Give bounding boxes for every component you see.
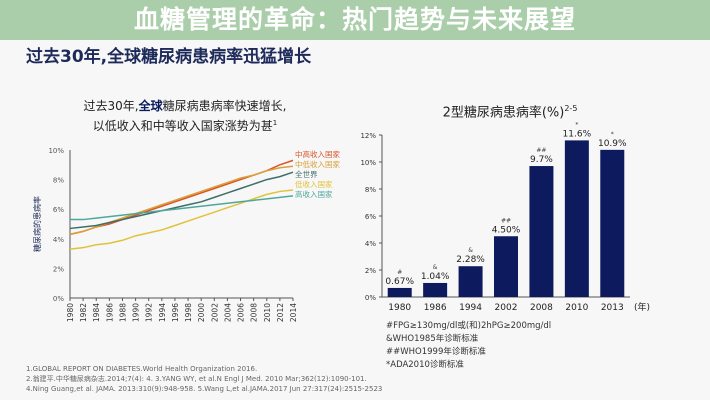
- y-tick-label: 4%: [53, 236, 64, 244]
- x-tick-label: 1998: [184, 303, 193, 322]
- legend-entry: 高收入国家: [295, 189, 333, 199]
- bar-mark: *: [611, 131, 614, 138]
- bar-x-tick-label: 2010: [565, 303, 588, 313]
- bar-data-label: 9.7%: [530, 155, 553, 165]
- banner-text: 血糖管理的革命：热门趋势与未来展望: [133, 5, 576, 34]
- bar-y-tick-label: 4%: [365, 240, 376, 248]
- bar: [494, 236, 518, 297]
- bar-data-label: 4.50%: [492, 225, 521, 235]
- y-tick-label: 6%: [53, 206, 64, 214]
- x-unit-label: (年): [634, 301, 650, 313]
- x-tick-label: 1990: [132, 303, 141, 322]
- bar: [600, 149, 625, 297]
- note: &WHO1985年诊断标准: [386, 334, 479, 344]
- reference: 4.Ning Guang,et al. JAMA. 2013:310(9):94…: [26, 385, 383, 393]
- bar-y-tick-label: 10%: [360, 159, 376, 167]
- x-tick-label: 2010: [263, 303, 272, 322]
- x-tick-label: 1982: [79, 303, 88, 322]
- x-tick-label: 1988: [118, 303, 127, 322]
- legend-entry: 中低收入国家: [295, 159, 340, 169]
- x-tick-label: 1996: [171, 303, 180, 322]
- bar-data-label: 0.67%: [385, 277, 414, 287]
- line-chart-title-sup: 1: [272, 119, 278, 127]
- bar-x-tick-label: 2013: [601, 303, 624, 313]
- x-tick-label: 1992: [145, 303, 154, 322]
- bar-mark: ##: [501, 217, 511, 224]
- line-chart-title: 过去30年,全球糖尿病患病率快速增长, 以低收入和中等收入国家涨势为甚1: [60, 98, 310, 135]
- bar-data-label: 1.04%: [421, 272, 450, 282]
- x-tick-label: 1994: [158, 303, 167, 322]
- x-tick-label: 2002: [210, 303, 219, 322]
- legend-entry: 全世界: [295, 169, 318, 179]
- x-tick-label: 2014: [289, 303, 298, 322]
- bar-mark: &: [468, 247, 473, 254]
- bar-mark: #: [397, 269, 402, 276]
- line-chart-title-part: 糖尿病患病率快速增长,: [162, 99, 287, 113]
- line-chart-title-part: 过去30年,: [83, 99, 139, 113]
- reference: 1.GLOBAL REPORT ON DIABETES.World Health…: [26, 365, 258, 373]
- references: 1.GLOBAL REPORT ON DIABETES.World Health…: [26, 364, 382, 394]
- bar-x-tick-label: 2008: [530, 303, 553, 313]
- bar-y-tick-label: 2%: [365, 267, 376, 275]
- bar-x-tick-label: 2002: [495, 303, 518, 313]
- y-tick-label: 10%: [48, 147, 64, 155]
- reference: 2.翁建平.中华糖尿病杂志.2014;7(4): 4. 3.YANG WY, e…: [26, 375, 367, 383]
- y-tick-label: 2%: [53, 265, 64, 273]
- bar-mark: &: [433, 264, 438, 271]
- bar-y-tick-label: 8%: [365, 186, 376, 194]
- x-tick-label: 1986: [105, 303, 114, 322]
- bar-x-tick-label: 1980: [388, 303, 411, 313]
- bar-mark: ##: [536, 147, 546, 154]
- bar-chart-title: 2型糖尿病患病率(%)2-5: [410, 100, 610, 121]
- bar: [423, 282, 448, 297]
- note: ##WHO1999年诊断标准: [386, 347, 486, 357]
- x-tick-label: 2000: [197, 303, 206, 322]
- page-title: 过去30年,全球糖尿病患病率迅猛增长: [26, 47, 312, 67]
- line-chart-title-line2: 以低收入和中等收入国家涨势为甚: [92, 119, 273, 133]
- bar: [458, 266, 483, 297]
- legend-entry: 中高收入国家: [295, 149, 340, 159]
- y-tick-label: 8%: [53, 177, 64, 185]
- legend-entry: 低收入国家: [295, 179, 333, 189]
- line-chart-title-bold: 全球: [138, 99, 163, 113]
- bar-chart-notes: #FPG≥130mg/dl或(和)2hPG≥200mg/dl &WHO1985年…: [386, 320, 551, 372]
- bar-chart-title-text: 2型糖尿病患病率(%): [442, 105, 565, 121]
- series-line: [69, 171, 294, 230]
- x-tick-label: 2008: [250, 303, 259, 322]
- x-tick-label: 1980: [66, 303, 75, 322]
- bar: [529, 166, 554, 297]
- x-tick-label: 2012: [276, 303, 285, 322]
- note: *ADA2010诊断标准: [386, 360, 464, 370]
- bar-x-tick-label: 1986: [424, 303, 447, 313]
- bar-x-tick-label: 1994: [459, 303, 482, 313]
- series-line: [70, 195, 294, 221]
- bar-y-tick-label: 0%: [365, 294, 376, 302]
- bar: [387, 287, 412, 297]
- bar-data-label: 2.28%: [456, 255, 485, 265]
- bar-data-label: 10.9%: [598, 139, 627, 149]
- bar-data-label: 11.6%: [563, 129, 592, 139]
- bar-y-tick-label: 6%: [365, 213, 376, 221]
- series-line: [69, 189, 294, 250]
- bar-chart-title-sup: 2-5: [564, 104, 578, 113]
- x-tick-label: 2006: [237, 303, 246, 322]
- x-tick-label: 2004: [223, 303, 232, 322]
- bar-mark: *: [575, 121, 578, 128]
- y-tick-label: 0%: [53, 295, 64, 303]
- y-axis-label: 糖尿病的患病率: [32, 196, 42, 252]
- x-tick-label: 1984: [92, 303, 101, 322]
- bar: [564, 140, 589, 297]
- note: #FPG≥130mg/dl或(和)2hPG≥200mg/dl: [386, 321, 552, 331]
- headline-banner: 血糖管理的革命：热门趋势与未来展望: [0, 0, 710, 40]
- bar-y-tick-label: 12%: [360, 132, 376, 140]
